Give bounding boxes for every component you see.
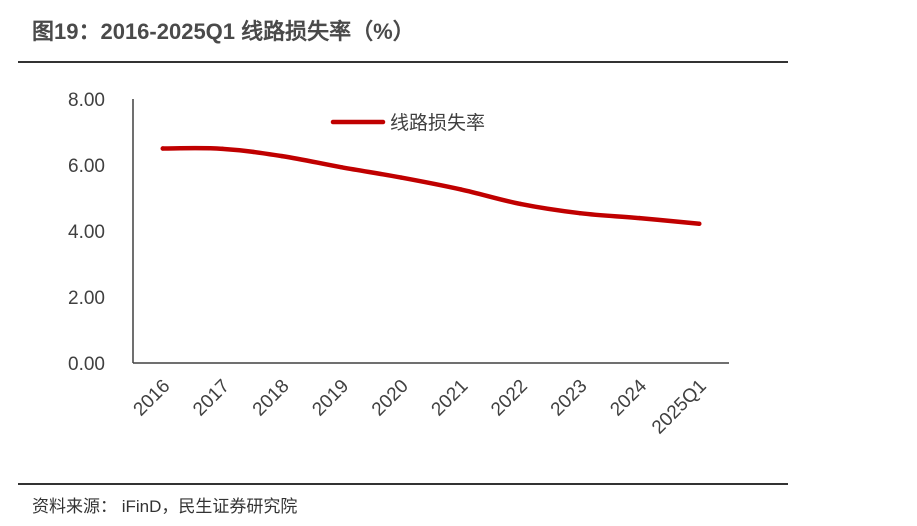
data-point (577, 210, 583, 216)
y-axis-ticks: 0.00 2.00 4.00 6.00 8.00 (68, 90, 105, 375)
x-tick-label: 2020 (368, 376, 413, 421)
y-tick-label: 2.00 (68, 288, 105, 309)
x-tick-label: 2017 (189, 376, 234, 421)
y-tick-label: 0.00 (68, 354, 105, 375)
x-tick-label: 2018 (249, 376, 294, 421)
series-line (160, 145, 702, 226)
source-divider (18, 483, 788, 485)
legend-label: 线路损失率 (390, 112, 485, 134)
data-point (220, 146, 225, 152)
data-point (458, 187, 463, 192)
y-tick-label: 6.00 (68, 156, 105, 177)
y-tick-label: 4.00 (68, 222, 105, 243)
chart-axes (132, 99, 729, 364)
data-point (160, 146, 165, 151)
x-axis-ticks: 2016 2017 2018 2019 2020 2021 2022 2023 20242025… (130, 375, 711, 438)
chart-legend: 线路损失率 (330, 112, 485, 134)
series-layer (160, 145, 702, 226)
x-tick-label: 2023 (547, 376, 592, 421)
x-tick-label: 2022 (487, 376, 532, 421)
y-tick-label: 8.00 (68, 90, 105, 111)
title-divider (18, 61, 788, 63)
x-tick-label: 2024 (606, 375, 651, 420)
data-point (339, 165, 344, 170)
x-tick-label: 2025Q1 (648, 376, 711, 439)
x-tick-label: 2021 (428, 376, 473, 421)
line-chart: 0.00 2.00 4.00 6.00 8.00 2016 2017 2018 2019 202… (68, 90, 729, 438)
figure-title: 图19：2016-2025Q1 线路损失率（%） (32, 19, 415, 44)
x-tick-label: 2016 (130, 376, 175, 421)
x-tick-label: 2019 (308, 376, 353, 421)
data-point (399, 175, 404, 180)
data-point (279, 153, 285, 159)
data-point (637, 215, 642, 221)
data-point (697, 221, 702, 226)
data-point (518, 201, 523, 207)
source-note: 资料来源： iFinD，民生证券研究院 (32, 497, 298, 516)
